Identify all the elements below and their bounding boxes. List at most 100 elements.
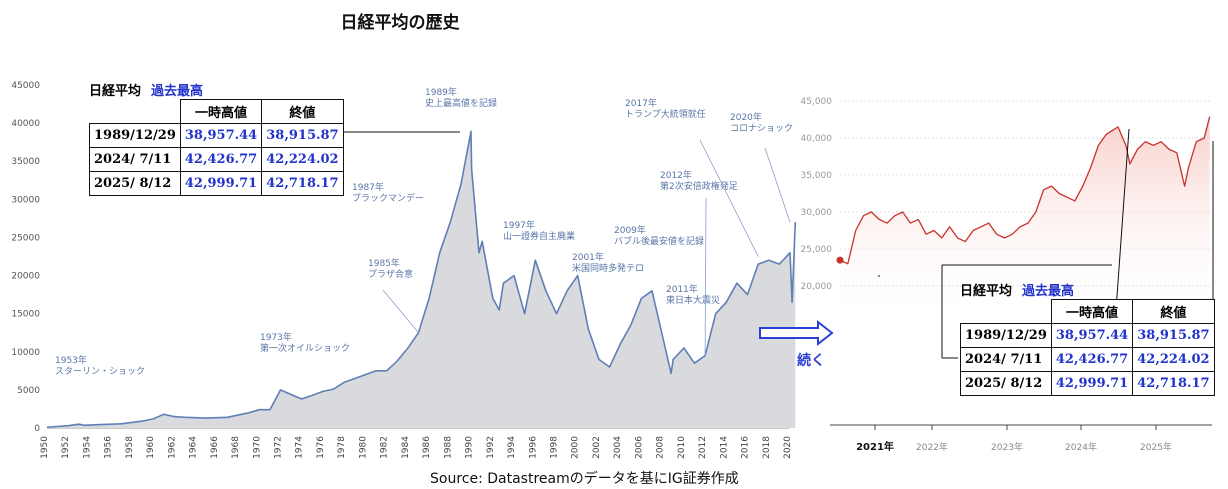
table-cell-high: 38,957.44 [1050, 323, 1134, 348]
record-table-left: 日経平均 過去最高 一時高値 終値 1989/12/29 38,957.44 38… [89, 80, 344, 196]
y-tick-label: 15000 [11, 310, 40, 320]
annotation-label: 山一證券自主廃業 [503, 230, 575, 242]
recent-x-tick-label: 2022年 [916, 441, 948, 453]
annotation-label: 1953年 [55, 354, 87, 366]
recent-y-tick-label: 20,000 [801, 282, 833, 292]
annotation-label: 2001年 [572, 251, 604, 263]
recent-x-tick-label: 2021年 [856, 440, 894, 453]
table-cell-date: 2024/ 7/11 [960, 347, 1052, 372]
x-tick-label: 1986 [422, 436, 432, 459]
x-tick-label: 1960 [146, 436, 156, 459]
recent-series-line [839, 116, 1211, 265]
table-row: 2024/ 7/11 42,426.77 42,224.02 [960, 347, 1215, 372]
annotation-label: ブラックマンデー [352, 192, 424, 204]
recent-x-tick-label: 2024年 [1065, 441, 1097, 453]
x-tick-label: 1990 [465, 436, 475, 459]
annotation-label: 1997年 [503, 219, 535, 231]
page-title: 日経平均の歴史 [340, 13, 460, 33]
y-tick-label: 45000 [11, 81, 40, 91]
record-table-right: 日経平均 過去最高 一時高値 終値 1989/12/29 38,957.44 38… [960, 280, 1215, 396]
x-tick-label: 1982 [380, 436, 390, 459]
x-tick-label: 2012 [698, 436, 708, 459]
table-header-high: 一時高値 [1050, 299, 1134, 324]
annotation-label: 1973年 [260, 331, 292, 343]
x-tick-label: 1984 [401, 436, 411, 459]
x-tick-label: 1980 [358, 436, 368, 459]
annotation-label: 第2次安倍政権発足 [660, 180, 738, 192]
table-header-high: 一時高値 [179, 99, 263, 124]
record-table-title-main: 日経平均 [960, 284, 1013, 299]
table-cell-date: 1989/12/29 [89, 123, 181, 148]
continue-label: 続く [797, 353, 825, 369]
annotation-label: 史上最高値を記録 [425, 97, 497, 109]
x-tick-label: 1968 [231, 436, 241, 459]
x-tick-label: 1952 [61, 436, 71, 459]
annotation-label: 2011年 [666, 283, 698, 295]
annotation-label: 2009年 [614, 224, 646, 236]
recent-series-area [840, 116, 1210, 326]
arrow-right-icon [759, 319, 834, 347]
annotation-label: 1989年 [425, 86, 457, 98]
table-cell-date: 1989/12/29 [960, 323, 1052, 348]
table-cell-close: 38,915.87 [1132, 323, 1215, 348]
annotation-label: 東日本大震災 [666, 294, 720, 306]
x-tick-label: 2014 [719, 436, 729, 459]
x-tick-label: 2008 [656, 436, 666, 459]
x-tick-label: 2016 [741, 436, 751, 459]
table-header-empty [961, 300, 1052, 324]
record-table: 一時高値 終値 1989/12/29 38,957.44 38,915.87 2… [89, 99, 344, 196]
x-tick-label: 2020 [783, 436, 793, 459]
x-tick-label: 1964 [189, 436, 199, 459]
record-table-title: 日経平均 過去最高 [89, 80, 344, 99]
annotation-label: 米国同時多発テロ [572, 262, 644, 274]
annotation-leader [382, 289, 419, 333]
annotation-label: プラザ合意 [368, 268, 413, 280]
x-tick-label: 2018 [762, 436, 772, 459]
table-cell-high: 38,957.44 [179, 123, 263, 148]
x-tick-label: 1950 [40, 436, 50, 459]
y-tick-label: 40000 [11, 119, 40, 129]
x-tick-label: 1998 [549, 436, 559, 459]
x-tick-label: 1958 [125, 436, 135, 459]
annotation-leader [764, 147, 791, 223]
annotation-label: 1987年 [352, 181, 384, 193]
table-cell-high: 42,426.77 [1050, 347, 1134, 372]
source-text: Source: Datastreamのデータを基にIG証券作成 [430, 471, 739, 487]
x-tick-label: 1954 [82, 436, 92, 459]
table-cell-date: 2024/ 7/11 [89, 147, 181, 172]
x-tick-label: 1978 [337, 436, 347, 459]
table-cell-high: 42,426.77 [179, 147, 263, 172]
annotation-label: トランプ大統領就任 [625, 108, 706, 120]
table-row: 2025/ 8/12 42,999.71 42,718.17 [89, 171, 344, 196]
annotation-label: 2017年 [625, 97, 657, 109]
annotation-label: コロナショック [730, 123, 793, 134]
table-header-empty [90, 100, 181, 124]
table-header-close: 終値 [1132, 299, 1215, 324]
table-row: 2025/ 8/12 42,999.71 42,718.17 [960, 371, 1215, 396]
record-table-title-main: 日経平均 [89, 84, 142, 99]
recent-y-tick-label: 45,000 [801, 97, 833, 107]
table-header-close: 終値 [261, 99, 344, 124]
table-cell-close: 38,915.87 [261, 123, 344, 148]
y-tick-label: 25000 [11, 233, 40, 243]
x-tick-label: 1994 [507, 436, 517, 459]
table-cell-close: 42,224.02 [261, 147, 344, 172]
table-cell-close: 42,718.17 [1132, 371, 1215, 396]
table-row: 2024/ 7/11 42,426.77 42,224.02 [89, 147, 344, 172]
annotation-label: 第一次オイルショック [260, 342, 350, 354]
recent-y-tick-label: 30,000 [801, 208, 833, 218]
x-tick-label: 2010 [677, 436, 687, 459]
table-cell-close: 42,718.17 [261, 171, 344, 196]
record-table-title-highlight: 過去最高 [151, 84, 204, 99]
table-header-row: 一時高値 終値 [961, 299, 1215, 324]
x-tick-label: 1976 [316, 436, 326, 459]
annotation-label: 2012年 [660, 169, 692, 181]
x-tick-label: 2004 [613, 436, 623, 459]
table-cell-close: 42,224.02 [1132, 347, 1215, 372]
annotation-leader [699, 139, 759, 257]
series-area [47, 131, 796, 428]
annotation-label: 1985年 [368, 257, 400, 269]
annotation-label: 2020年 [730, 111, 762, 123]
x-tick-label: 1992 [486, 436, 496, 459]
